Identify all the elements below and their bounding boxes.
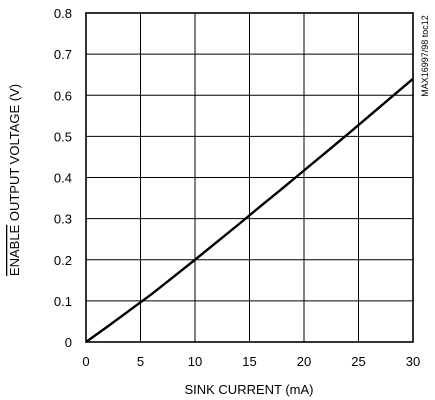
grid [86,13,413,342]
y-tick-label: 0.1 [54,294,72,309]
x-tick-label: 5 [137,354,144,369]
x-tick-label: 15 [242,354,256,369]
y-tick-label: 0.5 [54,129,72,144]
series-line [85,77,414,343]
y-tick-label: 0.4 [54,171,72,186]
x-axis-label: SINK CURRENT (mA) [184,382,313,397]
x-tick-label: 0 [82,354,89,369]
x-tick-labels: 0 5 10 15 20 25 30 [82,354,420,369]
part-number-label: MAX16997/98 toc12 [420,15,430,97]
plot-frame [85,12,414,343]
y-tick-label: 0.7 [54,47,72,62]
y-axis-label-overlined: ENABLE [7,224,22,276]
x-tick-label: 30 [406,354,420,369]
y-axis-label: ENABLE OUTPUT VOLTAGE (V) [7,84,22,276]
y-tick-labels: 0 0.1 0.2 0.3 0.4 0.5 0.6 0.7 0.8 [54,6,72,350]
x-tick-label: 20 [297,354,311,369]
y-tick-label: 0.2 [54,253,72,268]
y-tick-label: 0 [65,335,72,350]
y-tick-label: 0.6 [54,88,72,103]
y-tick-label: 0.8 [54,6,72,21]
y-axis-label-rest: OUTPUT VOLTAGE (V) [7,84,22,225]
x-tick-label: 25 [351,354,365,369]
y-tick-label: 0.3 [54,212,72,227]
series [85,77,414,343]
x-tick-label: 10 [188,354,202,369]
